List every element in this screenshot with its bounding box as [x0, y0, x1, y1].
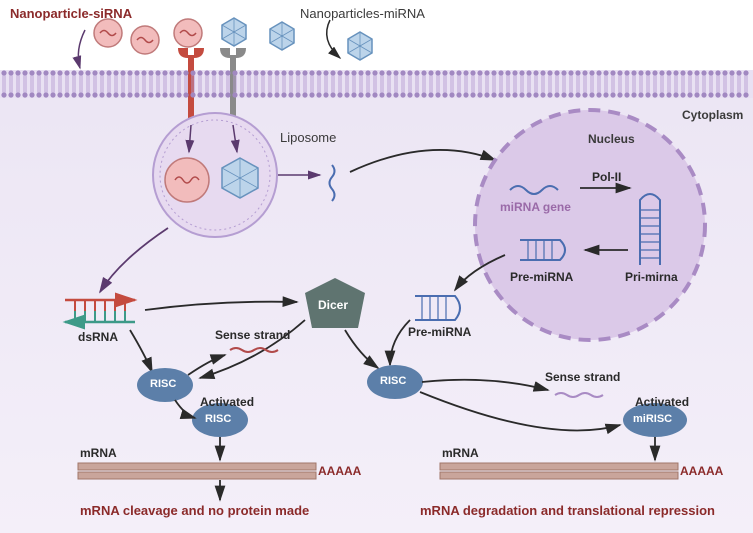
- diagram-canvas: Nanoparticle-siRNA Nanoparticles-miRNA L…: [0, 0, 753, 533]
- label-aaaaa1: AAAAA: [318, 464, 361, 478]
- label-dicer: Dicer: [318, 298, 348, 312]
- label-nucleus: Nucleus: [588, 132, 635, 146]
- label-caption2: mRNA degradation and translational repre…: [420, 503, 715, 518]
- label-sense1: Sense strand: [215, 328, 290, 342]
- label-pre-mirna-nuc: Pre-miRNA: [510, 270, 573, 284]
- label-sense2: Sense strand: [545, 370, 620, 384]
- label-caption1: mRNA cleavage and no protein made: [80, 503, 309, 518]
- label-liposome: Liposome: [280, 130, 336, 145]
- label-mrna2: mRNA: [442, 446, 479, 460]
- label-mirisc: miRISC: [633, 413, 672, 425]
- label-activated1: Activated: [200, 395, 254, 409]
- label-cytoplasm: Cytoplasm: [682, 108, 743, 122]
- label-risc3: RISC: [380, 375, 406, 387]
- label-np-mirna: Nanoparticles-miRNA: [300, 6, 425, 21]
- label-activated2: Activated: [635, 395, 689, 409]
- label-mrna1: mRNA: [80, 446, 117, 460]
- label-risc1: RISC: [150, 378, 176, 390]
- label-risc2: RISC: [205, 413, 231, 425]
- label-aaaaa2: AAAAA: [680, 464, 723, 478]
- liposome: [153, 113, 277, 237]
- label-dsrna: dsRNA: [78, 330, 118, 344]
- label-mirna-gene: miRNA gene: [500, 200, 571, 214]
- label-pri-mirna: Pri-mirna: [625, 270, 678, 284]
- label-pol2: Pol-II: [592, 170, 621, 184]
- label-np-sirna: Nanoparticle-siRNA: [10, 6, 132, 21]
- label-pre-mirna-cyt: Pre-miRNA: [408, 325, 471, 339]
